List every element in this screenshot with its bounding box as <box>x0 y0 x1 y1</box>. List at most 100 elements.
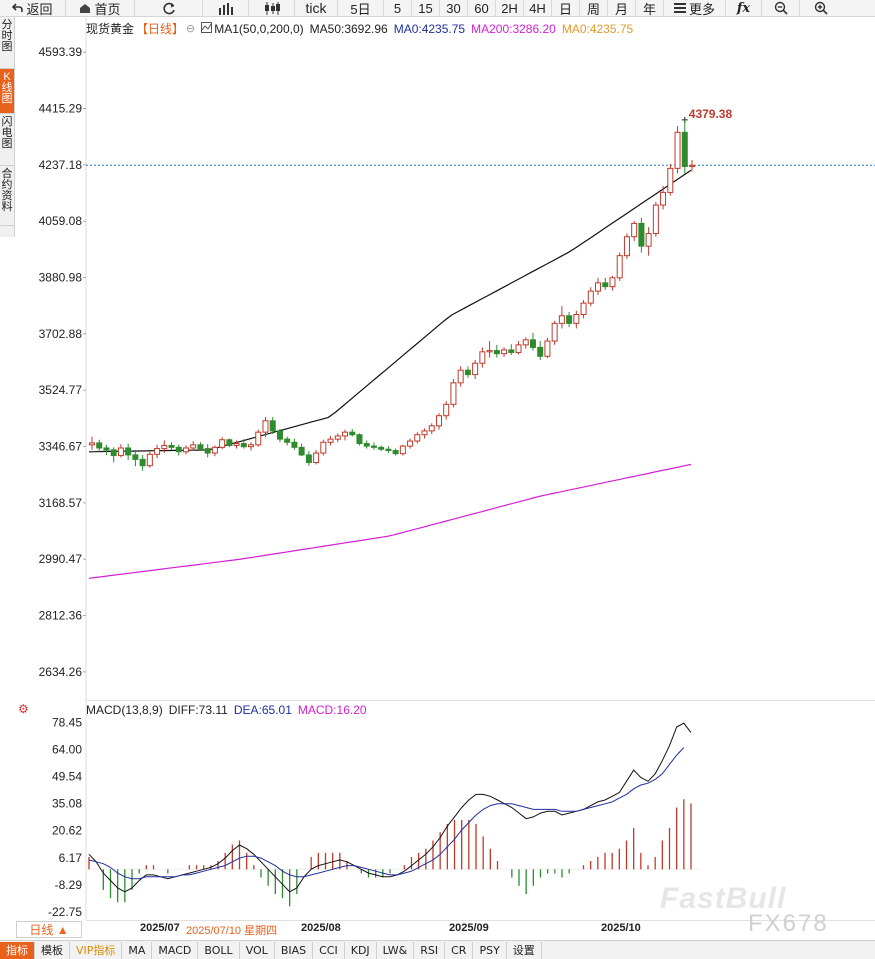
macd-tick-label: 64.00 <box>52 742 82 756</box>
candle-body <box>602 282 609 288</box>
period-5[interactable]: 5 <box>384 0 412 16</box>
price-tick-label: 3524.77 <box>39 383 83 397</box>
candle-body <box>681 131 688 167</box>
candle-body <box>363 443 370 447</box>
cursor-date-label: 2025/07/10 星期四 <box>186 925 278 937</box>
candle-body <box>689 164 695 167</box>
candle-body <box>551 322 558 342</box>
period-30[interactable]: 30 <box>440 0 468 16</box>
indicator-tabbar: 指标 模板 VIP指标 MA MACD BOLL VOL BIAS CCI KD… <box>0 940 875 959</box>
period-2h[interactable]: 2H <box>496 0 524 16</box>
candle-body <box>493 350 500 355</box>
candle-body <box>457 369 464 384</box>
candle-body <box>501 349 508 355</box>
tab-indicator[interactable]: 指标 <box>0 941 35 959</box>
period-60[interactable]: 60 <box>468 0 496 16</box>
tab-vip-indicator[interactable]: VIP指标 <box>70 941 123 959</box>
price-tick-label: 4059.08 <box>39 214 83 228</box>
candle-body <box>204 448 211 454</box>
candle-body <box>110 449 117 457</box>
candle-body <box>276 430 283 440</box>
dea-value: DEA:65.01 <box>233 703 292 717</box>
day-period-dropdown[interactable]: 日线 ▲ <box>16 921 82 938</box>
tab-lw[interactable]: LW& <box>377 941 415 959</box>
period-15[interactable]: 15 <box>412 0 440 16</box>
candle-body <box>407 440 414 447</box>
view-sidebar: 分时图 K线图 闪电图 合约资料 <box>0 17 15 237</box>
tick-button[interactable]: tick <box>295 0 338 16</box>
candle-body <box>529 339 536 348</box>
candle-body <box>652 204 659 235</box>
candle-body <box>161 444 168 450</box>
price-tick-label: 3346.67 <box>39 440 83 454</box>
candle-body <box>609 277 616 288</box>
candle-body <box>175 446 182 453</box>
diff-line <box>88 722 692 893</box>
settings-circle-icon[interactable]: ⊖ <box>186 23 196 35</box>
tab-kdj[interactable]: KDJ <box>345 941 377 959</box>
period-month[interactable]: 月 <box>608 0 636 16</box>
candle-body <box>349 431 356 436</box>
ma-setting-text: MA1(50,0,200,0) <box>214 21 304 36</box>
tab-psy[interactable]: PSY <box>473 941 507 959</box>
candle-body <box>515 344 522 353</box>
candle-body <box>320 441 327 454</box>
macd-tick-label: 20.62 <box>52 824 82 838</box>
candle-body <box>667 167 674 193</box>
period-day[interactable]: 日 <box>552 0 580 16</box>
zoom-out-button[interactable] <box>762 0 800 16</box>
tab-bias[interactable]: BIAS <box>275 941 314 959</box>
tab-vol[interactable]: VOL <box>240 941 275 959</box>
chart-type-button[interactable] <box>203 0 249 16</box>
home-icon <box>79 3 91 14</box>
formula-button[interactable]: fx <box>726 0 762 16</box>
tab-macd[interactable]: MACD <box>152 941 199 959</box>
tab-settings[interactable]: 设置 <box>507 941 542 959</box>
candle-body <box>96 442 103 449</box>
candle-body <box>399 445 406 455</box>
macd-tick-label: 35.08 <box>52 797 82 811</box>
candle-body <box>305 454 312 464</box>
tab-boll[interactable]: BOLL <box>198 941 240 959</box>
candle-style-button[interactable] <box>249 0 295 16</box>
macd-settings-icon[interactable]: ⚙ <box>18 702 29 716</box>
candle-body <box>566 315 573 324</box>
candle-body <box>356 434 363 445</box>
candle-body <box>190 444 197 449</box>
tab-timeshare[interactable]: 分时图 <box>0 17 14 69</box>
back-button[interactable]: 返回 <box>0 0 66 16</box>
period-4h[interactable]: 4H <box>524 0 552 16</box>
candle-body <box>211 446 218 454</box>
tab-contract-info[interactable]: 合约资料 <box>0 166 14 226</box>
date-label-jul: 2025/07 <box>140 922 180 934</box>
ma200-value: MA200:3286.20 <box>471 21 556 36</box>
candle-body <box>421 430 428 436</box>
candle-body <box>327 438 334 443</box>
tab-ma[interactable]: MA <box>122 941 153 959</box>
price-tick-label: 4593.39 <box>39 45 83 59</box>
refresh-icon <box>162 2 176 15</box>
more-button[interactable]: 更多 <box>664 0 726 16</box>
ma-setting-icon[interactable] <box>201 21 213 36</box>
tab-template[interactable]: 模板 <box>35 941 70 959</box>
ma50-value: MA50:3692.96 <box>309 21 388 36</box>
candle-body <box>132 454 139 460</box>
candle-body <box>378 446 385 450</box>
period-week[interactable]: 周 <box>580 0 608 16</box>
price-tick-label: 2812.36 <box>39 609 83 623</box>
candle-body <box>631 222 638 238</box>
candle-body <box>139 458 146 467</box>
candle-body <box>443 403 450 417</box>
price-tick-label: 3702.88 <box>39 327 83 341</box>
tab-flash[interactable]: 闪电图 <box>0 114 14 166</box>
tab-rsi[interactable]: RSI <box>414 941 446 959</box>
five-day-button[interactable]: 5日 <box>338 0 384 16</box>
zoom-in-button[interactable] <box>800 0 842 16</box>
tab-cr[interactable]: CR <box>445 941 474 959</box>
home-button[interactable]: 首页 <box>66 0 135 16</box>
tab-kline[interactable]: K线图 <box>0 69 14 114</box>
period-year[interactable]: 年 <box>636 0 664 16</box>
refresh-button[interactable] <box>135 0 203 16</box>
tab-cci[interactable]: CCI <box>313 941 345 959</box>
